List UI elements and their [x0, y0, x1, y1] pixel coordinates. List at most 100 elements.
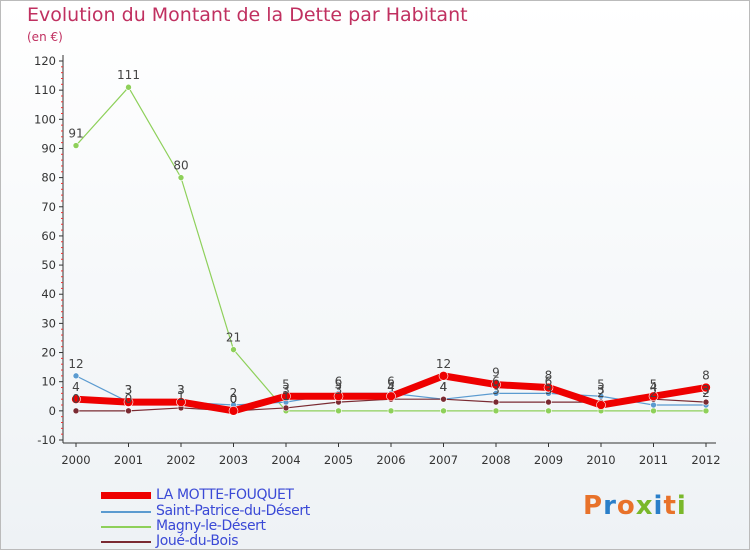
data-point-magny-le-desert — [335, 407, 342, 415]
data-point-joue-du-bois — [282, 404, 290, 412]
data-point-joue-du-bois — [440, 395, 447, 403]
data-label-joue-du-bois: 1 — [177, 389, 185, 403]
data-point-magny-le-desert — [177, 174, 185, 181]
proxiti-logo: Proxiti — [583, 491, 687, 521]
data-point-la-motte-fouquet — [543, 382, 554, 393]
data-point-magny-le-desert — [650, 407, 657, 415]
data-label-joue-du-bois: 4 — [440, 380, 448, 394]
data-label-joue-du-bois: 0 — [72, 392, 80, 406]
data-label-saint-patrice-du-desert: 4 — [440, 380, 448, 394]
x-tick-label: 2005 — [324, 453, 353, 467]
data-label-magny-le-desert: 21 — [226, 331, 241, 345]
series-line-magny-le-desert — [75, 86, 707, 412]
data-label-saint-patrice-du-desert: 3 — [282, 383, 290, 397]
data-label-la-motte-fouquet: 4 — [72, 380, 80, 394]
data-label-joue-du-bois: 3 — [702, 383, 710, 397]
data-label-la-motte-fouquet: 5 — [650, 377, 658, 391]
data-label-la-motte-fouquet: 9 — [492, 366, 500, 380]
data-point-joue-du-bois — [72, 407, 80, 415]
logo-letter: i — [676, 491, 687, 521]
y-tick-label: 60 — [41, 229, 56, 243]
chart-series — [71, 83, 711, 416]
y-tick-label: 0 — [49, 404, 56, 418]
data-point-la-motte-fouquet — [491, 379, 501, 390]
data-point-joue-du-bois — [125, 407, 132, 415]
legend-item-la-motte-fouquet[interactable]: LA MOTTE-FOUQUET — [101, 487, 401, 503]
data-label-joue-du-bois: 3 — [492, 383, 500, 397]
data-point-saint-patrice-du-desert — [72, 372, 80, 380]
data-label-saint-patrice-du-desert: 6 — [335, 374, 343, 388]
legend-swatch — [101, 541, 151, 543]
data-label-joue-du-bois: 0 — [230, 392, 238, 406]
logo-letter: P — [583, 491, 604, 521]
x-tick-label: 2012 — [691, 453, 720, 467]
x-tick-label: 2008 — [481, 453, 510, 467]
data-label-saint-patrice-du-desert: 6 — [545, 374, 553, 388]
data-point-magny-le-desert — [492, 407, 500, 415]
logo-letter: o — [616, 491, 636, 521]
data-label-joue-du-bois: 3 — [597, 383, 605, 397]
data-point-la-motte-fouquet — [648, 391, 659, 402]
data-point-magny-le-desert — [545, 407, 552, 415]
data-point-la-motte-fouquet — [71, 394, 81, 404]
data-label-saint-patrice-du-desert: 6 — [387, 374, 395, 388]
data-label-saint-patrice-du-desert: 12 — [68, 357, 83, 371]
data-point-magny-le-desert — [387, 407, 395, 415]
legend-item-saint-patrice-du-desert[interactable]: Saint-Patrice-du-Désert — [101, 503, 401, 519]
data-point-la-motte-fouquet — [228, 406, 239, 416]
data-label-la-motte-fouquet: 0 — [230, 392, 238, 406]
data-label-saint-patrice-du-desert: 6 — [492, 374, 500, 388]
legend-swatch — [101, 492, 151, 499]
data-label-magny-le-desert: 111 — [117, 68, 140, 82]
y-tick-label: 40 — [41, 287, 56, 301]
data-label-saint-patrice-du-desert: 3 — [125, 383, 133, 397]
x-tick-label: 2010 — [586, 453, 615, 467]
data-point-magny-le-desert — [125, 83, 132, 91]
x-tick-label: 2009 — [534, 453, 563, 467]
data-point-magny-le-desert — [72, 142, 80, 149]
data-label-la-motte-fouquet: 8 — [545, 369, 553, 383]
data-label-magny-le-desert: 80 — [173, 159, 188, 173]
x-tick-label: 2004 — [271, 453, 300, 467]
y-tick-label: 50 — [41, 258, 56, 272]
data-point-la-motte-fouquet — [386, 391, 396, 402]
x-tick-label: 2001 — [114, 453, 143, 467]
legend-label: Joué-du-Bois — [156, 533, 239, 549]
data-label-la-motte-fouquet: 12 — [436, 357, 451, 371]
logo-letter: t — [663, 491, 677, 521]
data-point-magny-le-desert — [702, 407, 710, 415]
data-point-saint-patrice-du-desert — [650, 401, 657, 409]
y-tick-label: 30 — [41, 316, 56, 330]
y-tick-label: -10 — [37, 433, 56, 447]
data-point-la-motte-fouquet — [176, 397, 186, 407]
data-label-la-motte-fouquet: 3 — [177, 383, 185, 397]
data-label-la-motte-fouquet: 2 — [597, 386, 605, 400]
data-point-la-motte-fouquet — [123, 397, 134, 407]
legend-label: Saint-Patrice-du-Désert — [156, 503, 310, 519]
legend-swatch — [101, 511, 151, 513]
data-point-la-motte-fouquet — [438, 371, 449, 381]
legend-item-joue-du-bois[interactable]: Joué-du-Bois — [101, 533, 401, 549]
data-point-la-motte-fouquet — [701, 382, 711, 393]
legend-label: LA MOTTE-FOUQUET — [156, 487, 294, 503]
data-label-la-motte-fouquet: 3 — [125, 383, 133, 397]
legend-swatch — [101, 526, 151, 528]
data-point-joue-du-bois — [492, 398, 500, 406]
y-tick-label: 80 — [41, 171, 56, 185]
chart-unit: (en €) — [27, 30, 63, 44]
legend-item-magny-le-desert[interactable]: Magny-le-Désert — [101, 518, 401, 534]
data-label-la-motte-fouquet: 5 — [387, 377, 395, 391]
x-tick-label: 2003 — [219, 453, 248, 467]
data-point-magny-le-desert — [440, 407, 447, 415]
data-label-joue-du-bois: 3 — [335, 383, 343, 397]
data-point-la-motte-fouquet — [281, 391, 291, 402]
data-point-joue-du-bois — [702, 398, 710, 406]
data-point-la-motte-fouquet — [596, 400, 606, 410]
data-label-saint-patrice-du-desert: 2 — [230, 386, 238, 400]
x-tick-label: 2000 — [61, 453, 90, 467]
data-label-saint-patrice-du-desert: 2 — [702, 386, 710, 400]
legend-label: Magny-le-Désert — [156, 518, 266, 534]
data-label-joue-du-bois: 1 — [282, 389, 290, 403]
y-tick-label: 10 — [41, 375, 56, 389]
